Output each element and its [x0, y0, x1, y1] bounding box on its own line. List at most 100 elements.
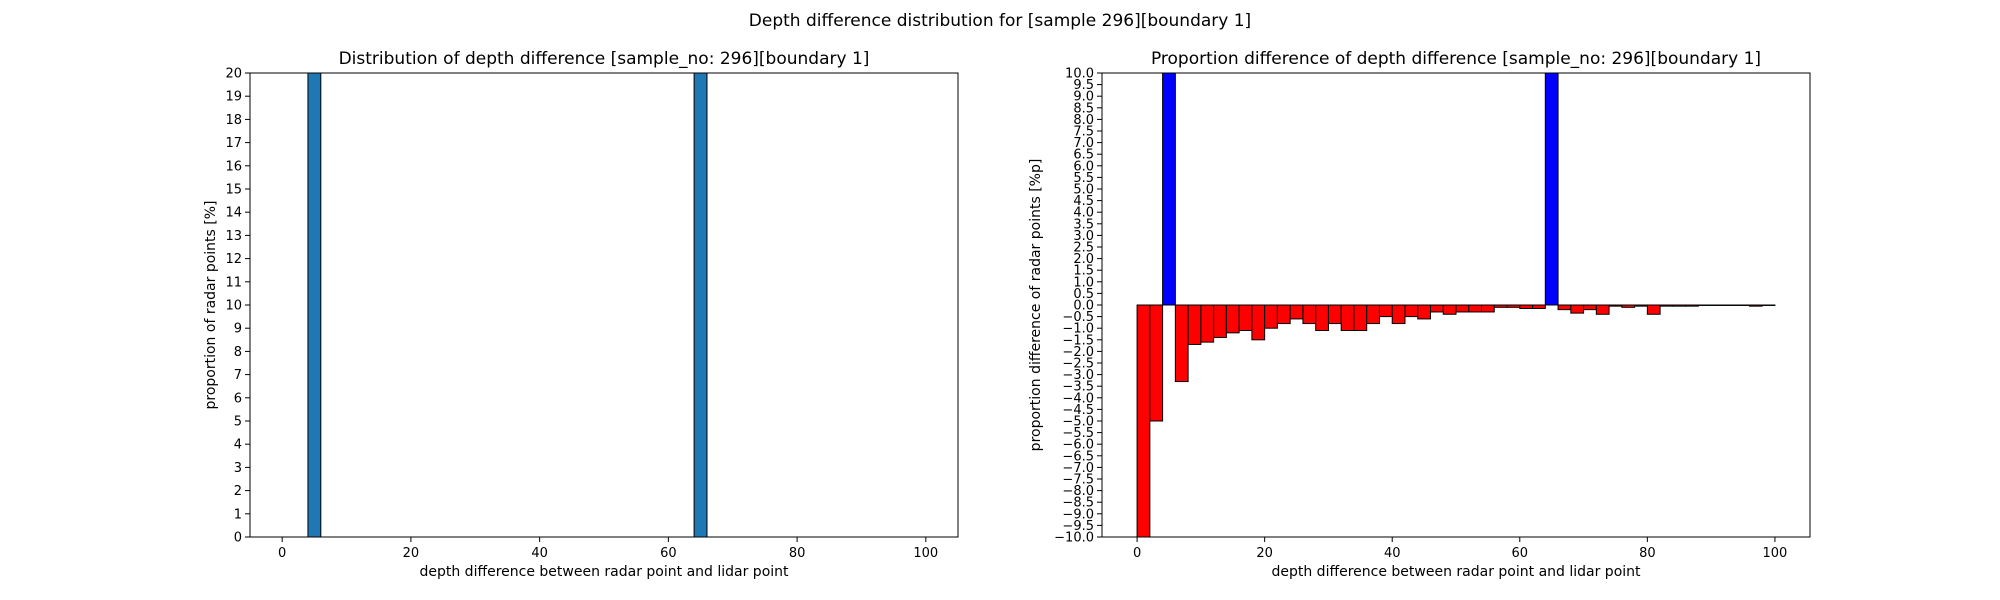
ytick-label-1-38: 9.0: [1073, 90, 1094, 105]
bar-1-11: [1276, 304, 1291, 325]
bar-1-34: [1570, 304, 1585, 314]
ytick-label-1-22: 1.0: [1073, 275, 1094, 290]
bar-1-8: [1238, 304, 1253, 332]
bar-1-29: [1506, 304, 1521, 308]
bar-0-1: [693, 72, 708, 538]
bar-1-3: [1174, 304, 1189, 383]
ytick-label-1-3: −8.5: [1062, 496, 1094, 511]
xtick-label-0-5: 100: [913, 546, 938, 561]
ytick-label-1-37: 8.5: [1073, 101, 1094, 116]
left-chart-xlabel: depth difference between radar point and…: [419, 564, 789, 580]
ytick-label-1-34: 7.0: [1073, 136, 1094, 151]
bar-1-33: [1557, 304, 1572, 311]
ytick-label-0-4: 4: [234, 438, 242, 453]
ytick-label-1-17: −1.5: [1062, 333, 1094, 348]
xtick-label-0-2: 40: [531, 546, 548, 561]
bar-1-26: [1468, 304, 1483, 313]
bar-1-15: [1327, 304, 1342, 325]
right-chart-title: Proportion difference of depth differenc…: [1151, 49, 1761, 69]
ytick-label-0-6: 6: [234, 391, 242, 406]
ytick-label-1-0: −10.0: [1054, 531, 1094, 546]
ytick-label-0-15: 15: [225, 183, 242, 198]
right-chart: Proportion difference of depth differenc…: [1028, 49, 1811, 580]
bar-1-0: [1136, 304, 1151, 538]
bar-1-39: [1634, 304, 1648, 307]
ytick-label-1-35: 7.5: [1073, 125, 1094, 140]
left-chart-xticks: 0 20 40 60 80 100: [278, 537, 938, 561]
bar-1-20: [1391, 304, 1406, 325]
ytick-label-1-25: 2.5: [1073, 241, 1094, 256]
ytick-label-1-36: 8.0: [1073, 113, 1094, 128]
ytick-label-1-7: −6.5: [1062, 449, 1094, 464]
xtick-label-1-0: 0: [1133, 546, 1141, 561]
right-chart-ylabel: proportion difference of radar points [%…: [1028, 159, 1044, 452]
ytick-label-1-33: 6.5: [1073, 148, 1094, 163]
bar-1-10: [1264, 304, 1278, 329]
bar-1-19: [1378, 304, 1393, 318]
bar-1-27: [1481, 304, 1495, 313]
ytick-label-1-19: −0.5: [1062, 310, 1094, 325]
ytick-label-1-12: −4.0: [1062, 391, 1094, 406]
xtick-label-0-4: 80: [789, 546, 806, 561]
bar-1-43: [1685, 304, 1699, 307]
right-chart-yticks: −10.0−9.5−9.0−8.5−8.0−7.5−7.0−6.5−6.0−5.…: [1054, 67, 1102, 546]
ytick-label-1-15: −2.5: [1062, 357, 1094, 372]
bar-1-28: [1493, 304, 1508, 308]
ytick-label-0-18: 18: [225, 113, 242, 128]
ytick-label-0-12: 12: [225, 252, 242, 267]
right-chart-frame: [1101, 72, 1811, 538]
bar-1-31: [1532, 304, 1546, 309]
ytick-label-1-21: 0.5: [1073, 287, 1094, 302]
bar-1-17: [1353, 304, 1368, 332]
xtick-label-1-5: 100: [1763, 546, 1788, 561]
right-chart-bars: [1136, 72, 1776, 538]
bar-1-32: [1544, 72, 1559, 306]
ytick-label-1-24: 2.0: [1073, 252, 1094, 267]
ytick-label-0-14: 14: [225, 206, 242, 221]
ytick-label-0-8: 8: [234, 345, 242, 360]
left-chart-ylabel: proportion of radar points [%]: [203, 200, 219, 409]
ytick-label-1-18: −1.0: [1062, 322, 1094, 337]
ytick-label-1-8: −6.0: [1062, 438, 1094, 453]
left-chart: Distribution of depth difference [sample…: [203, 49, 959, 580]
ytick-label-1-23: 1.5: [1073, 264, 1094, 279]
ytick-label-1-39: 9.5: [1073, 78, 1094, 93]
xtick-label-0-3: 60: [660, 546, 677, 561]
ytick-label-0-2: 2: [234, 484, 242, 499]
ytick-label-1-26: 3.0: [1073, 229, 1094, 244]
bar-1-14: [1315, 304, 1329, 332]
ytick-label-0-19: 19: [225, 90, 242, 105]
bar-1-37: [1608, 304, 1623, 307]
ytick-label-0-11: 11: [225, 275, 242, 290]
ytick-label-1-27: 3.5: [1073, 217, 1094, 232]
bar-1-23: [1429, 304, 1444, 313]
bar-1-9: [1251, 304, 1266, 341]
ytick-label-1-31: 5.5: [1073, 171, 1094, 186]
ytick-label-1-5: −7.5: [1062, 473, 1094, 488]
ytick-label-0-1: 1: [234, 507, 242, 522]
bar-1-35: [1583, 304, 1597, 311]
bar-1-22: [1417, 304, 1431, 320]
ytick-label-1-30: 5.0: [1073, 183, 1094, 198]
bar-1-7: [1225, 304, 1240, 334]
right-chart-xticks: 0 20 40 60 80 100: [1133, 537, 1787, 561]
bar-1-16: [1340, 304, 1355, 332]
left-chart-frame: [249, 72, 959, 538]
bar-1-25: [1455, 304, 1470, 313]
bar-1-6: [1213, 304, 1227, 338]
ytick-label-0-0: 0: [234, 531, 242, 546]
ytick-label-1-29: 4.5: [1073, 194, 1094, 209]
ytick-label-0-10: 10: [225, 299, 242, 314]
ytick-label-1-16: −2.0: [1062, 345, 1094, 360]
bar-1-48: [1748, 304, 1763, 307]
ytick-label-1-28: 4.0: [1073, 206, 1094, 221]
ytick-label-1-20: 0.0: [1073, 299, 1094, 314]
bar-1-2: [1162, 72, 1176, 306]
figure-suptitle: Depth difference distribution for [sampl…: [749, 11, 1251, 31]
ytick-label-1-9: −5.5: [1062, 426, 1094, 441]
ytick-label-1-2: −9.0: [1062, 507, 1094, 522]
bar-1-42: [1672, 304, 1687, 307]
ytick-label-0-9: 9: [234, 322, 242, 337]
bar-1-18: [1366, 304, 1380, 325]
ytick-label-1-10: −5.0: [1062, 415, 1094, 430]
